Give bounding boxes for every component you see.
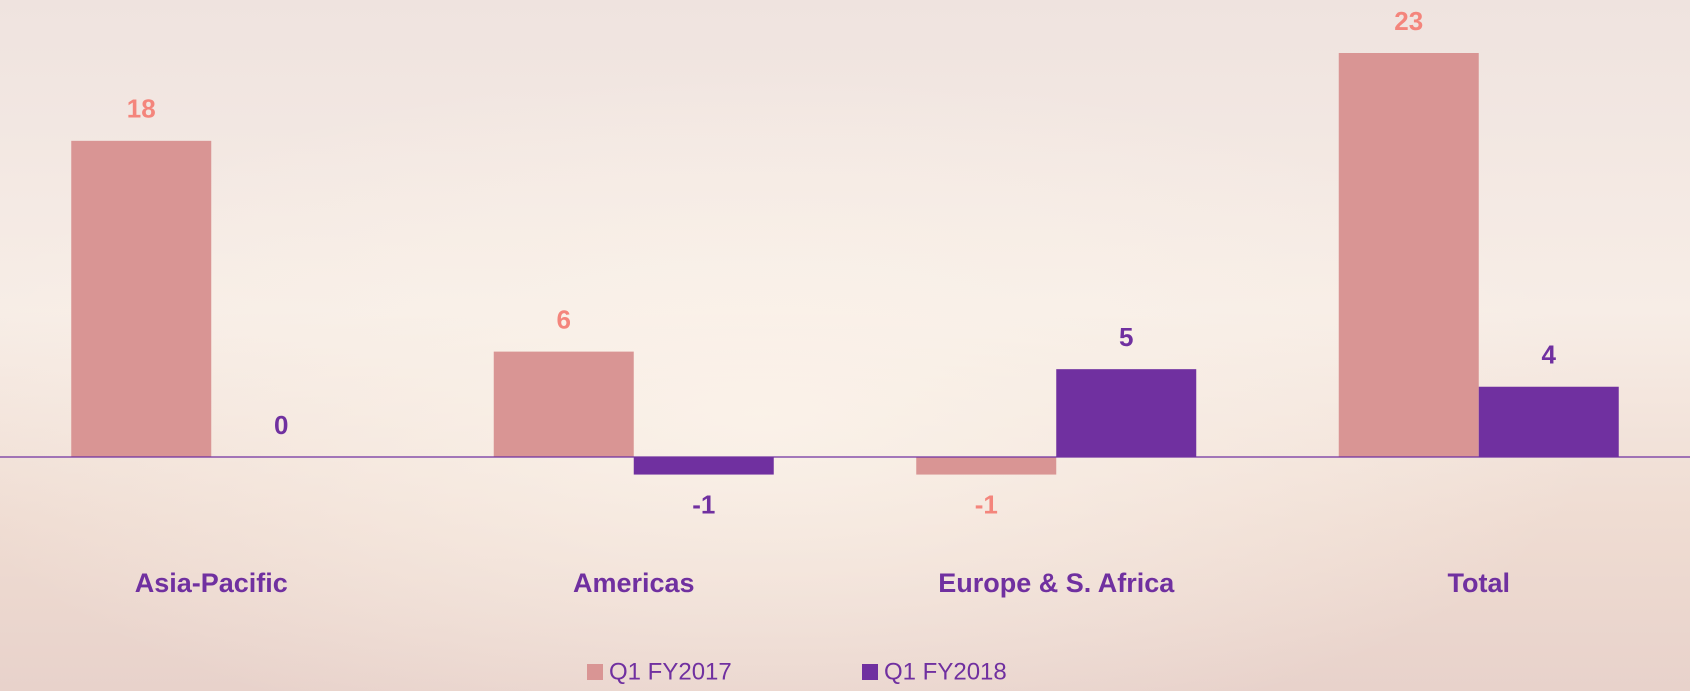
legend-swatch bbox=[862, 664, 878, 680]
x-tick-label: Total bbox=[1448, 568, 1511, 598]
legend-label: Q1 FY2018 bbox=[884, 658, 1007, 685]
x-tick-label: Asia-Pacific bbox=[135, 568, 288, 598]
data-label: 5 bbox=[1119, 322, 1133, 352]
bar bbox=[493, 351, 634, 457]
data-label: 6 bbox=[557, 304, 571, 334]
data-label: 0 bbox=[274, 410, 288, 440]
bar bbox=[1478, 386, 1619, 457]
x-tick-label: Europe & S. Africa bbox=[938, 568, 1175, 598]
bar bbox=[71, 140, 212, 457]
bar bbox=[633, 457, 774, 475]
bar bbox=[1056, 369, 1197, 457]
data-label: -1 bbox=[692, 489, 715, 519]
data-label: 4 bbox=[1542, 340, 1557, 370]
data-label: -1 bbox=[975, 489, 998, 519]
data-label: 18 bbox=[127, 94, 156, 124]
x-tick-label: Americas bbox=[573, 568, 695, 598]
legend-label: Q1 FY2017 bbox=[609, 658, 732, 685]
bar bbox=[1338, 53, 1479, 457]
bar bbox=[916, 457, 1057, 475]
legend-swatch bbox=[587, 664, 603, 680]
data-label: 23 bbox=[1394, 6, 1423, 36]
